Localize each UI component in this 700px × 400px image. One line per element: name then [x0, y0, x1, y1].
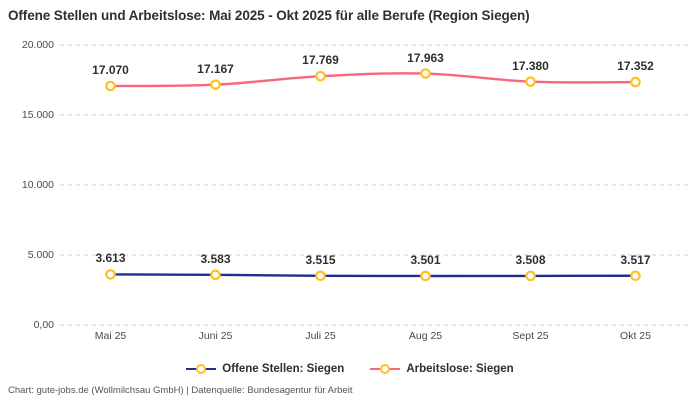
series-line — [109, 72, 637, 88]
legend-item[interactable]: Arbeitslose: Siegen — [370, 363, 514, 375]
data-point-label: 3.613 — [95, 251, 126, 266]
data-point-marker[interactable] — [315, 70, 326, 82]
data-point-marker[interactable] — [210, 269, 221, 281]
data-point-label: 3.517 — [620, 252, 651, 267]
x-axis-tick-label: Juni 25 — [198, 330, 233, 342]
data-point-marker[interactable] — [210, 79, 221, 90]
series-line — [109, 273, 637, 278]
x-axis-tick-label: Aug 25 — [408, 330, 443, 342]
plot-svg — [60, 44, 690, 326]
x-axis-tick-label: Sept 25 — [512, 330, 549, 342]
legend-item[interactable]: Offene Stellen: Siegen — [186, 363, 344, 375]
legend-symbol — [370, 363, 401, 375]
data-point-marker[interactable] — [525, 76, 536, 87]
x-axis-tick-label: Okt 25 — [620, 330, 651, 342]
data-point-label: 17.352 — [617, 59, 654, 74]
data-point-label: 17.070 — [92, 63, 129, 78]
plot-area: 0,00 5.000 10.000 15.000 20.000 3.613 3.583 3.… — [0, 0, 690, 345]
data-point-label: 3.501 — [410, 252, 441, 267]
series-markers — [105, 68, 641, 282]
data-point-marker[interactable] — [105, 80, 116, 92]
data-point-label: 17.167 — [197, 61, 234, 76]
legend-label: Offene Stellen: Siegen — [222, 363, 345, 375]
y-axis-labels: 0,00 5.000 10.000 15.000 20.000 — [0, 0, 54, 345]
legend-marker-icon — [196, 364, 207, 374]
data-point-label: 17.963 — [407, 50, 444, 65]
chart-title: Offene Stellen und Arbeitslose: Mai 2025… — [8, 8, 530, 23]
data-point-label: 17.769 — [302, 53, 339, 68]
data-point-marker[interactable] — [525, 270, 536, 282]
y-axis-tick-label: 15.000 — [21, 109, 54, 121]
chart-footer: Chart: gute-jobs.de (Wollmilchsau GmbH) … — [8, 385, 353, 396]
data-point-marker[interactable] — [420, 68, 431, 79]
legend-marker-icon — [380, 364, 391, 374]
legend-label: Arbeitslose: Siegen — [406, 363, 514, 375]
y-axis-tick-label: 0,00 — [33, 319, 54, 331]
data-point-marker[interactable] — [420, 270, 431, 282]
y-axis-tick-label: 20.000 — [21, 39, 54, 51]
data-point-label: 17.380 — [512, 58, 549, 73]
data-point-label: 3.583 — [200, 251, 231, 266]
data-point-label: 3.508 — [515, 252, 546, 267]
data-point-marker[interactable] — [105, 269, 116, 280]
data-point-label: 3.515 — [305, 252, 336, 267]
data-point-marker[interactable] — [630, 270, 641, 282]
data-point-marker[interactable] — [630, 76, 641, 88]
data-point-marker[interactable] — [315, 270, 326, 282]
x-axis-tick-label: Mai 25 — [94, 330, 127, 342]
y-axis-tick-label: 10.000 — [21, 179, 54, 191]
y-axis-tick-label: 5.000 — [27, 249, 54, 261]
x-axis-labels: Mai 25 Juni 25 Juli 25 Aug 25 Sept 25 Okt 25 — [0, 330, 700, 350]
series-lines — [109, 72, 637, 278]
legend-symbol — [186, 363, 217, 375]
chart-legend: Offene Stellen: Siegen Arbeitslose: Siege… — [0, 358, 700, 380]
gridlines — [60, 44, 690, 326]
x-axis-tick-label: Juli 25 — [305, 330, 336, 342]
